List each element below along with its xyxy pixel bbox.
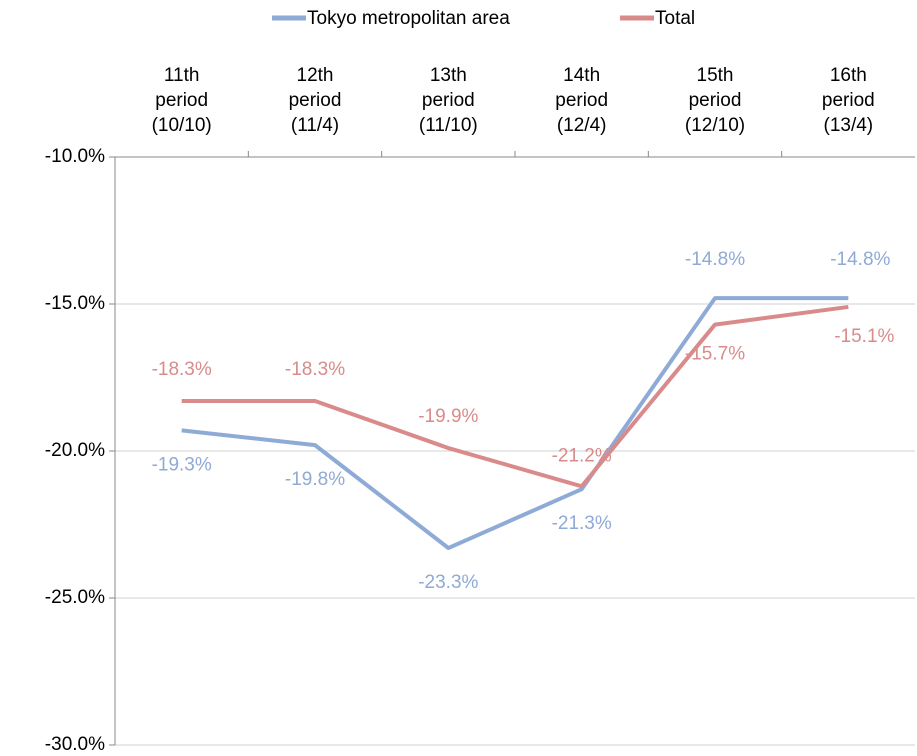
y-tick-label: -15.0% — [45, 293, 105, 314]
data-label: -19.3% — [152, 454, 212, 475]
data-label: -15.1% — [834, 326, 894, 347]
y-tick-label: -20.0% — [45, 440, 105, 461]
data-label: -23.3% — [418, 572, 478, 593]
data-label: -19.8% — [285, 469, 345, 490]
x-tick-label: 13th period (11/10) — [419, 65, 478, 136]
x-tick-label: 14th period (12/4) — [555, 65, 608, 136]
data-label: -18.3% — [152, 359, 212, 380]
data-label: -21.3% — [552, 513, 612, 534]
y-tick-label: -30.0% — [45, 734, 105, 755]
data-label: -21.2% — [552, 445, 612, 466]
data-label: -19.9% — [418, 406, 478, 427]
x-tick-label: 12th period (11/4) — [289, 65, 342, 136]
data-label: -15.7% — [685, 344, 745, 365]
data-label: -14.8% — [685, 249, 745, 270]
data-label: -14.8% — [830, 249, 890, 270]
series-line — [181, 304, 849, 489]
x-tick-label: 11th period (10/10) — [152, 65, 212, 136]
x-tick-label: 16th period (13/4) — [822, 65, 875, 136]
series-line — [181, 296, 849, 551]
legend-label: Total — [655, 8, 695, 29]
legend-label: Tokyo metropolitan area — [307, 8, 510, 29]
x-tick-label: 15th period (12/10) — [685, 65, 745, 136]
data-label: -18.3% — [285, 359, 345, 380]
y-tick-label: -10.0% — [45, 146, 105, 167]
y-tick-label: -25.0% — [45, 587, 105, 608]
